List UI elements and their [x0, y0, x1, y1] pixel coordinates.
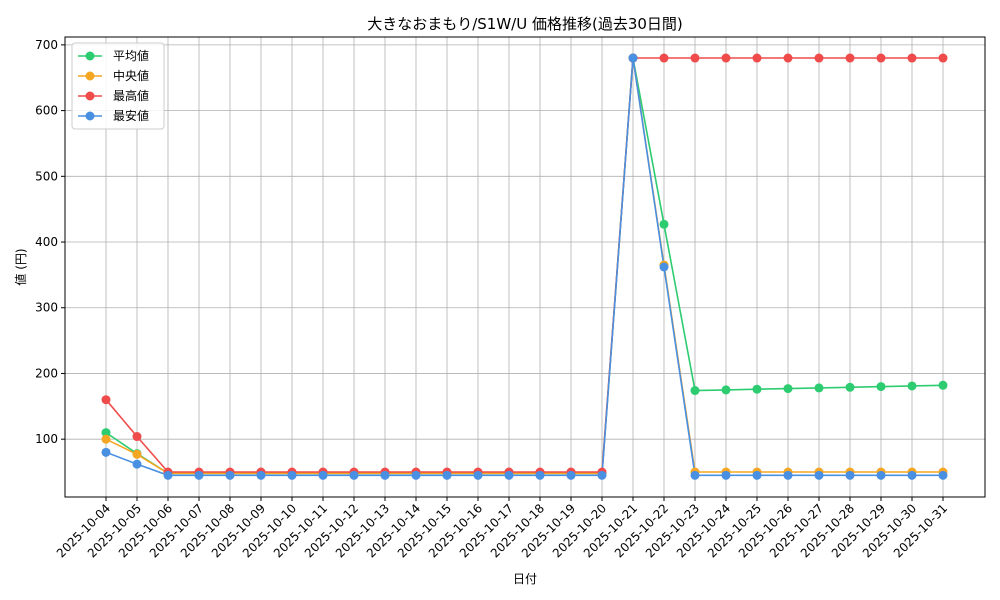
- data-point: [535, 470, 545, 480]
- y-tick-label: 700: [35, 38, 58, 52]
- legend-box: [71, 42, 165, 130]
- data-point: [287, 470, 297, 480]
- x-axis-label: 日付: [513, 572, 537, 586]
- data-point: [721, 53, 731, 63]
- data-point: [256, 470, 266, 480]
- data-point: [938, 53, 948, 63]
- y-axis-ticks: 100 200 300 400 500 600 700: [35, 38, 65, 446]
- legend-marker: [85, 51, 95, 61]
- data-point: [690, 386, 700, 396]
- series-points: [101, 53, 948, 480]
- data-point: [876, 382, 886, 392]
- grid-lines: [65, 37, 985, 497]
- data-point: [907, 381, 917, 391]
- data-point: [876, 53, 886, 63]
- legend-marker: [85, 91, 95, 101]
- y-tick-label: 600: [35, 104, 58, 118]
- y-tick-label: 300: [35, 301, 58, 315]
- data-point: [132, 449, 142, 459]
- data-point: [411, 470, 421, 480]
- data-point: [349, 470, 359, 480]
- data-point: [225, 470, 235, 480]
- series-line-2: [105, 57, 943, 475]
- data-point: [473, 470, 483, 480]
- data-point: [659, 53, 669, 63]
- data-point: [783, 53, 793, 63]
- data-point: [783, 470, 793, 480]
- data-point: [845, 382, 855, 392]
- chart-title: 大きなおまもり/S1W/U 価格推移(過去30日間): [367, 15, 683, 33]
- data-point: [101, 428, 111, 438]
- data-point: [442, 470, 452, 480]
- y-tick-label: 100: [35, 432, 58, 446]
- series-lines: [105, 57, 944, 477]
- data-point: [132, 432, 142, 442]
- data-point: [814, 383, 824, 393]
- legend-marker: [85, 71, 95, 81]
- data-point: [504, 470, 514, 480]
- data-point: [845, 470, 855, 480]
- data-point: [814, 470, 824, 480]
- data-point: [318, 470, 328, 480]
- plot-frame: [64, 36, 986, 498]
- data-point: [938, 470, 948, 480]
- data-point: [690, 470, 700, 480]
- data-point: [907, 53, 917, 63]
- data-point: [194, 470, 204, 480]
- data-point: [814, 53, 824, 63]
- data-point: [783, 384, 793, 394]
- data-point: [566, 470, 576, 480]
- legend-marker: [85, 111, 95, 121]
- data-point: [659, 262, 669, 272]
- data-point: [876, 470, 886, 480]
- series-line-1: [105, 57, 944, 475]
- legend-label: 最高値: [113, 88, 149, 103]
- data-point: [659, 219, 669, 229]
- data-point: [752, 384, 762, 394]
- data-point: [101, 447, 111, 457]
- y-tick-label: 400: [35, 235, 58, 249]
- data-point: [690, 53, 700, 63]
- data-point: [101, 434, 111, 444]
- data-point: [721, 470, 731, 480]
- y-tick-label: 500: [35, 169, 58, 183]
- series-line-4: [105, 57, 943, 477]
- series-line-3: [105, 57, 943, 473]
- data-point: [163, 470, 173, 480]
- data-point: [907, 470, 917, 480]
- y-tick-label: 200: [35, 366, 58, 380]
- data-point: [101, 395, 111, 405]
- data-point: [752, 53, 762, 63]
- y-axis-label: 値 (円): [13, 248, 28, 285]
- data-point: [721, 385, 731, 395]
- x-axis-ticks: 2025-10-042025-10-052025-10-062025-10-07…: [54, 497, 950, 560]
- legend-label: 中央値: [113, 68, 149, 83]
- data-point: [132, 459, 142, 469]
- data-point: [845, 53, 855, 63]
- data-point: [597, 470, 607, 480]
- data-point: [628, 53, 638, 63]
- data-point: [752, 470, 762, 480]
- data-point: [938, 380, 948, 390]
- data-point: [380, 470, 390, 480]
- legend-label: 最安値: [113, 108, 149, 123]
- legend-label: 平均値: [113, 48, 149, 63]
